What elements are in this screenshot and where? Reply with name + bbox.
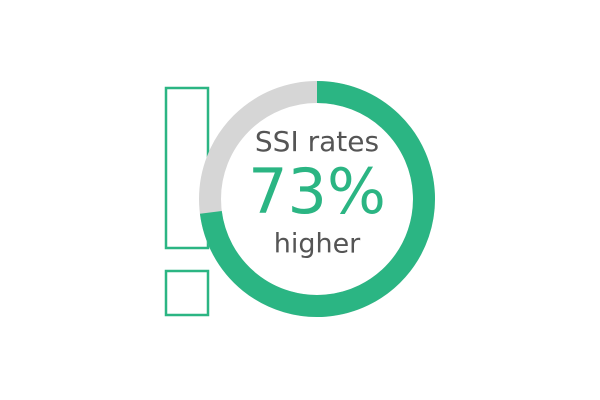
exclamation-dot <box>164 269 210 317</box>
donut-arc <box>199 81 435 317</box>
donut <box>199 81 435 317</box>
value-label: 73% <box>248 155 386 228</box>
donut-subtitle: higher <box>274 229 361 260</box>
donut-title: SSI rates <box>255 125 379 158</box>
